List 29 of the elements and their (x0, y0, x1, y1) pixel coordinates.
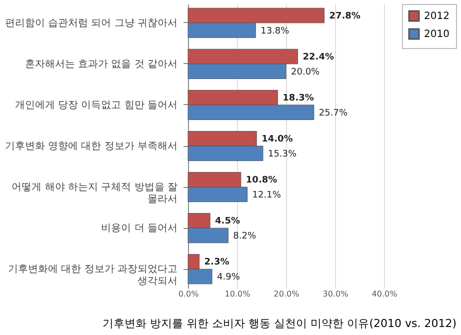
data-label: 4.9% (217, 272, 240, 283)
x-tick-label: 40.0% (372, 290, 398, 298)
data-label: 8.2% (233, 231, 256, 242)
x-tick-label: 0.0% (178, 290, 200, 298)
data-label: 18.3% (282, 94, 314, 104)
y-tick-label: 편리함이 습관처럼 되어 그냥 귀찮아서 (4, 18, 178, 29)
x-tick-label: 30.0% (322, 290, 349, 298)
data-label: 10.8% (246, 176, 278, 186)
legend-label: 2010 (424, 29, 450, 40)
x-tick-label: 20.0% (274, 290, 300, 298)
data-label: 22.4% (302, 52, 334, 63)
y-tick-label: 기후변화 영향에 대한 정보가 부족해서 (4, 141, 178, 152)
data-label: 20.0% (291, 67, 320, 78)
data-label: 14.0% (262, 134, 293, 145)
y-tick-label: 혼자해서는 효과가 없을 것 같아서 (24, 58, 178, 70)
y-tick-label: 개인에게 당장 이득없고 힘만 들어서 (14, 100, 178, 111)
y-tick-label: 어떻게 해야 하는지 구체적 방법을 잘 몰라서 (12, 182, 178, 206)
text: 기후변화 방지를 위한 소비자 행동 실천이 미약한 이유(2010 vs. 2012) (102, 317, 456, 330)
data-label: 15.3% (268, 149, 298, 160)
data-label: 25.7% (318, 108, 348, 118)
data-label: 12.1% (252, 190, 282, 200)
data-label: 13.8% (260, 26, 290, 36)
data-label: 4.5% (215, 216, 240, 227)
data-label: 27.8% (329, 11, 360, 22)
y-tick-label: 비용이 더 들어서 (101, 223, 178, 234)
x-tick-label: 10.0% (224, 290, 251, 298)
data-label: 2.3% (204, 258, 230, 268)
y-tick-label: 기후변화에 대한 정보가 과장되었다고 생각되서 (8, 264, 178, 288)
legend-label: 2012 (424, 11, 450, 22)
